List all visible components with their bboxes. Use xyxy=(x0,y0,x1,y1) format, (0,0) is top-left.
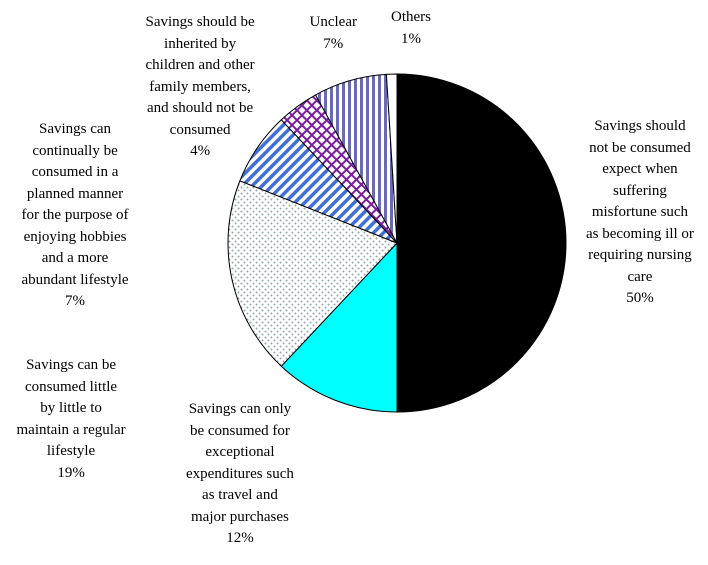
slice-label-text: Savings should not be consumed expect wh… xyxy=(586,118,694,285)
slice-value-label: 19% xyxy=(57,464,85,481)
slice-label-text: Savings should be inherited by children … xyxy=(145,14,255,138)
pie-slice-0 xyxy=(396,73,567,413)
pie-slice-1 xyxy=(280,241,398,413)
slice-value-label: 4% xyxy=(190,143,211,159)
slice-label-1: Savings can only be consumed for excepti… xyxy=(186,399,294,550)
slice-label-text: Savings can be consumed little by little… xyxy=(16,357,126,459)
slice-label-text: Savings can continually be consumed in a… xyxy=(21,121,129,288)
slice-label-text: Savings can only be consumed for excepti… xyxy=(186,401,294,525)
slice-label-4: Savings should be inherited by children … xyxy=(146,12,255,163)
slice-label-0: Savings should not be consumed expect wh… xyxy=(586,116,694,310)
slice-label-3: Savings can continually be consumed in a… xyxy=(22,119,129,313)
pie-slice-2 xyxy=(227,180,398,367)
slice-label-text: Others xyxy=(391,9,431,25)
slice-label-5: Unclear 7% xyxy=(310,12,357,55)
slice-value-label: 7% xyxy=(323,35,344,52)
slice-label-6: Others 1% xyxy=(391,7,431,50)
slice-value-label: 50% xyxy=(626,290,654,306)
slice-value-label: 12% xyxy=(226,530,254,546)
slice-value-label: 7% xyxy=(65,293,86,309)
slice-label-2: Savings can be consumed little by little… xyxy=(17,355,126,484)
slice-label-text: Unclear xyxy=(309,14,357,30)
slice-value-label: 1% xyxy=(401,30,421,47)
pie-slice-6 xyxy=(385,73,398,244)
